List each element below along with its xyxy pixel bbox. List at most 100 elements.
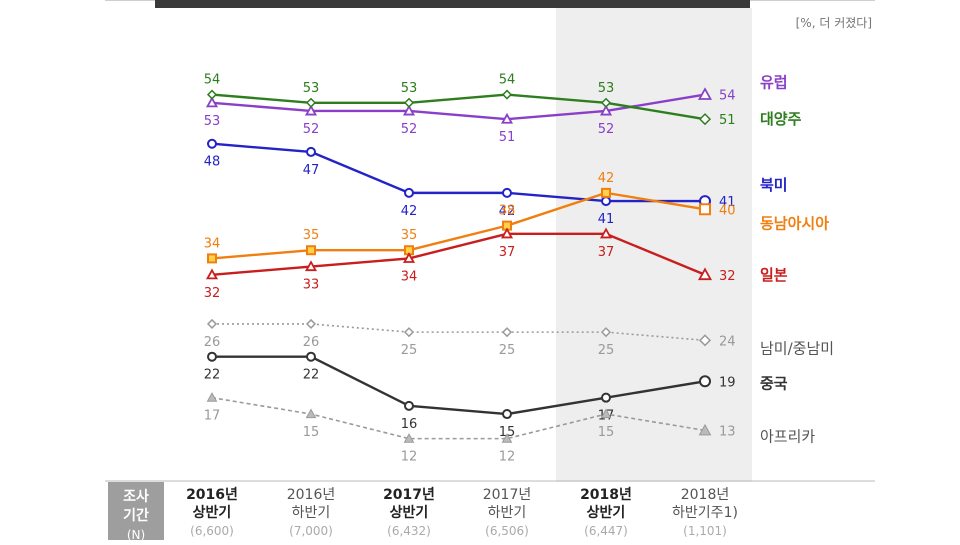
period-label: 2017년 하반기 (6,506) bbox=[457, 486, 557, 540]
period-label: 2018년 상반기 (6,447) bbox=[556, 486, 656, 540]
data-label: 52 bbox=[303, 122, 320, 137]
data-label: 32 bbox=[204, 286, 221, 301]
series-name-label: 북미 bbox=[760, 176, 788, 194]
series-point bbox=[404, 400, 414, 411]
series-point bbox=[699, 203, 711, 216]
series-point bbox=[207, 253, 217, 264]
data-label: 22 bbox=[303, 368, 320, 383]
period-year: 2017년 bbox=[482, 487, 532, 503]
data-label: 16 bbox=[401, 417, 418, 432]
series-point bbox=[698, 113, 712, 126]
series-point bbox=[502, 409, 512, 420]
series-point bbox=[403, 327, 415, 338]
series-name-label: 대양주 bbox=[760, 110, 802, 128]
data-label: 25 bbox=[499, 343, 516, 358]
period-n: (6,600) bbox=[190, 524, 234, 538]
period-half: 상반기 bbox=[389, 505, 429, 521]
series-name-label: 남미/중남미 bbox=[760, 339, 834, 357]
data-label: 25 bbox=[401, 343, 418, 358]
series-line-5 bbox=[212, 323, 706, 342]
series-point bbox=[501, 89, 513, 100]
data-label: 54 bbox=[719, 89, 736, 104]
series-line-2 bbox=[211, 142, 705, 203]
period-label: 2016년 상반기 (6,600) bbox=[162, 486, 262, 540]
data-label: 38 bbox=[499, 204, 516, 219]
series-point bbox=[402, 252, 416, 263]
data-label: 17 bbox=[204, 409, 221, 424]
period-n: (6,432) bbox=[387, 524, 431, 538]
data-label: 42 bbox=[598, 171, 615, 186]
series-point bbox=[207, 351, 217, 362]
series-point bbox=[600, 97, 612, 108]
series-point bbox=[206, 392, 218, 402]
data-label: 41 bbox=[598, 212, 615, 227]
data-label: 53 bbox=[401, 81, 418, 96]
series-name-label: 일본 bbox=[760, 266, 788, 284]
series-line-4 bbox=[211, 232, 706, 276]
series-point bbox=[205, 268, 219, 280]
series-point bbox=[500, 227, 514, 239]
data-label: 42 bbox=[499, 204, 516, 219]
series-point bbox=[698, 334, 712, 347]
data-label: 51 bbox=[719, 113, 736, 128]
series-line-1 bbox=[211, 93, 706, 121]
data-label: 12 bbox=[401, 450, 418, 465]
period-year: 2017년 bbox=[383, 487, 435, 503]
series-name-label: 아프리카 bbox=[760, 427, 815, 445]
data-label: 48 bbox=[204, 155, 221, 170]
series-point bbox=[305, 408, 317, 419]
series-point bbox=[600, 327, 612, 338]
data-label: 19 bbox=[719, 375, 736, 390]
data-label: 34 bbox=[401, 269, 418, 284]
series-point bbox=[402, 104, 416, 116]
data-label: 37 bbox=[499, 245, 516, 260]
series-point bbox=[601, 196, 611, 207]
data-label: 54 bbox=[499, 73, 516, 88]
series-point bbox=[305, 97, 317, 108]
data-label: 40 bbox=[719, 203, 736, 218]
period-half: 하반기주1) bbox=[672, 505, 738, 521]
series-point bbox=[403, 97, 415, 108]
data-label: 26 bbox=[204, 335, 221, 350]
series-point bbox=[502, 187, 512, 198]
period-label: 2016년 하반기 (7,000) bbox=[261, 486, 361, 540]
series-point bbox=[207, 138, 217, 149]
period-year: 2016년 bbox=[286, 487, 336, 503]
data-label: 26 bbox=[303, 335, 320, 350]
series-point bbox=[306, 146, 316, 157]
period-half: 상반기 bbox=[586, 505, 626, 521]
series-point bbox=[206, 89, 218, 100]
series-point bbox=[601, 392, 611, 403]
series-point bbox=[500, 112, 514, 124]
data-label: 53 bbox=[204, 114, 221, 129]
series-name-label: 유럽 bbox=[760, 74, 788, 92]
series-line-0 bbox=[211, 93, 706, 121]
period-half: 하반기 bbox=[487, 505, 527, 521]
series-point bbox=[305, 318, 317, 329]
highlight-band bbox=[556, 8, 752, 482]
period-n: (6,447) bbox=[584, 524, 628, 538]
data-label: 32 bbox=[719, 269, 736, 284]
data-label: 41 bbox=[719, 195, 736, 210]
series-point bbox=[698, 423, 712, 436]
data-label: 42 bbox=[401, 204, 418, 219]
series-line-3 bbox=[211, 191, 706, 260]
data-label: 52 bbox=[401, 122, 418, 137]
data-label: 13 bbox=[719, 424, 736, 439]
series-point bbox=[697, 87, 713, 100]
series-line-6 bbox=[212, 355, 706, 416]
data-label: 53 bbox=[303, 81, 320, 96]
series-point bbox=[601, 187, 611, 198]
period-year: 2018년 bbox=[680, 487, 730, 503]
data-label: 47 bbox=[303, 163, 320, 178]
data-label: 53 bbox=[598, 81, 615, 96]
data-label: 51 bbox=[499, 130, 516, 145]
unit-note: [%, 더 커졌다] bbox=[795, 16, 872, 30]
series-point bbox=[206, 318, 218, 329]
period-year: 2016년 bbox=[186, 487, 238, 503]
header-bar bbox=[155, 0, 750, 8]
survey-period-label: 조사 기간 (N) bbox=[108, 482, 164, 542]
series-point bbox=[205, 96, 219, 108]
